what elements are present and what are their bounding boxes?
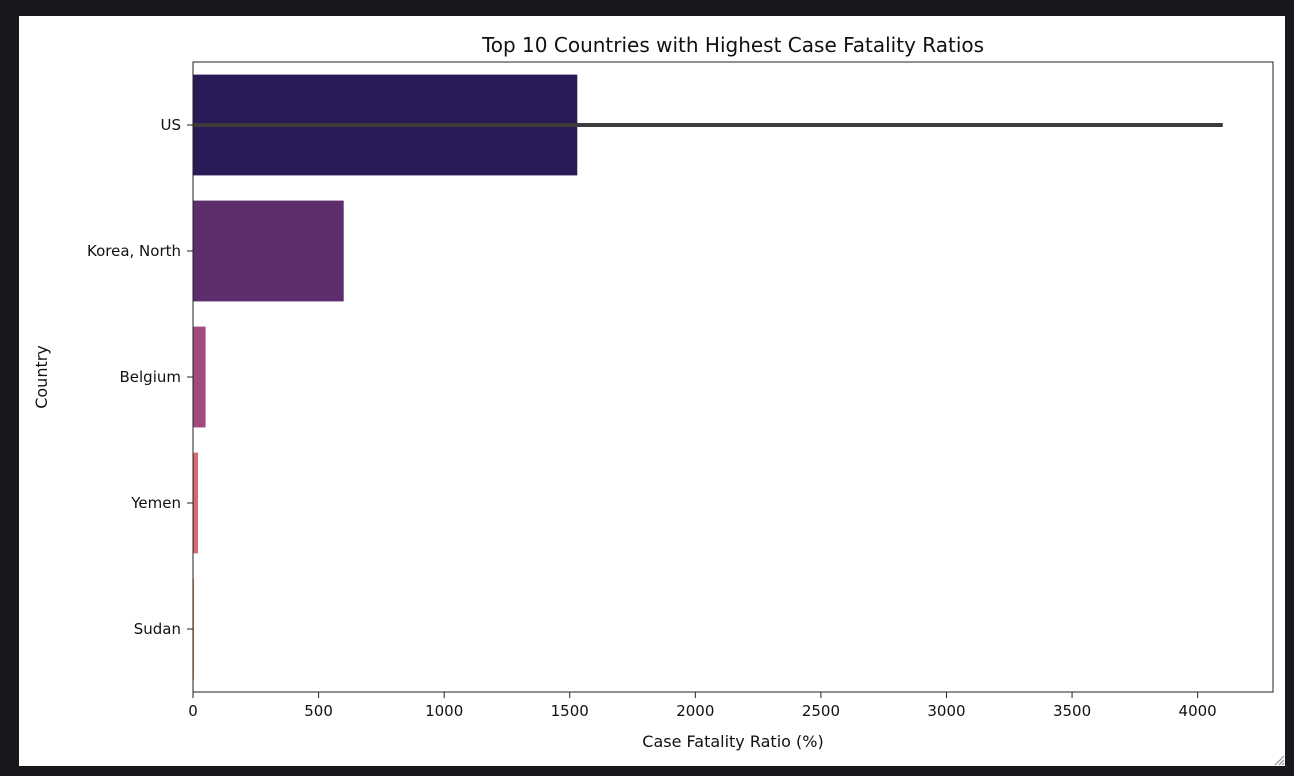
y-tick-label: Korea, North xyxy=(87,242,181,260)
bars-layer xyxy=(193,74,578,680)
x-tick-label: 2500 xyxy=(802,702,840,720)
x-axis-label: Case Fatality Ratio (%) xyxy=(642,732,823,751)
x-tick-label: 4000 xyxy=(1179,702,1217,720)
x-tick-label: 3000 xyxy=(927,702,965,720)
notebook-output-frame: Top 10 Countries with Highest Case Fatal… xyxy=(19,16,1285,766)
bar-yemen xyxy=(193,452,199,554)
x-tick-label: 0 xyxy=(188,702,198,720)
x-tick-label: 1000 xyxy=(425,702,463,720)
x-tick-label: 1500 xyxy=(551,702,589,720)
y-tick-label: Sudan xyxy=(134,620,181,638)
x-tick-label: 2000 xyxy=(676,702,714,720)
bar-chart: Top 10 Countries with Highest Case Fatal… xyxy=(32,33,1274,751)
y-axis-label: Country xyxy=(32,345,51,409)
y-axis-ticks: US Korea, North Belgium Yemen Sudan xyxy=(87,116,193,638)
x-axis-ticks: 0 500 1000 1500 2000 2500 3000 3500 4000 xyxy=(188,692,1217,720)
x-tick-label: 3500 xyxy=(1053,702,1091,720)
bar-belgium xyxy=(193,326,206,428)
y-tick-label: Yemen xyxy=(130,494,181,512)
resize-handle-icon[interactable] xyxy=(1271,752,1285,766)
bar-korea-north xyxy=(193,200,344,302)
y-tick-label: US xyxy=(160,116,181,134)
x-tick-label: 500 xyxy=(304,702,333,720)
y-tick-label: Belgium xyxy=(120,368,182,386)
chart-title: Top 10 Countries with Highest Case Fatal… xyxy=(481,33,984,57)
